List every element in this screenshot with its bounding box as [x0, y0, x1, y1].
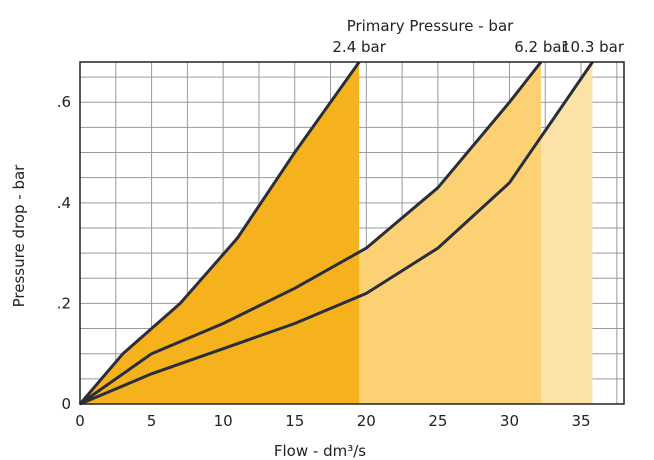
x-tick-label: 35 — [572, 412, 591, 430]
y-axis-title: Pressure drop - bar — [10, 164, 28, 308]
series-label: 6.2 bar — [514, 38, 568, 56]
y-tick-label: .4 — [57, 194, 71, 212]
series-label: 2.4 bar — [332, 38, 386, 56]
x-axis-title: Flow - dm³/s — [274, 442, 366, 460]
x-tick-label: 0 — [75, 412, 85, 430]
line-2-4-bar — [78, 61, 361, 405]
y-tick-label: .2 — [57, 294, 71, 312]
line-6-2-bar — [79, 61, 543, 406]
series-areas — [80, 62, 593, 404]
plot-frame — [79, 61, 625, 405]
area-6-2-bar — [80, 62, 541, 404]
series-label: 10.3 bar — [561, 38, 625, 56]
x-tick-label: 5 — [147, 412, 157, 430]
x-tick-label: 10 — [214, 412, 233, 430]
secondary-title: Primary Pressure - bar — [347, 17, 514, 35]
x-tick-label: 25 — [428, 412, 447, 430]
line-10-3-bar — [79, 61, 594, 406]
x-tick-label: 30 — [500, 412, 519, 430]
x-tick-labels: 0 5 10 15 20 25 30 35 — [75, 412, 590, 430]
y-tick-label: .6 — [57, 93, 71, 111]
series-lines — [78, 61, 594, 406]
y-tick-labels: 0 .2 .4 .6 — [57, 93, 71, 413]
x-tick-label: 15 — [285, 412, 304, 430]
area-2-4-bar — [80, 62, 360, 404]
x-tick-label: 20 — [357, 412, 376, 430]
y-tick-label: 0 — [61, 395, 71, 413]
